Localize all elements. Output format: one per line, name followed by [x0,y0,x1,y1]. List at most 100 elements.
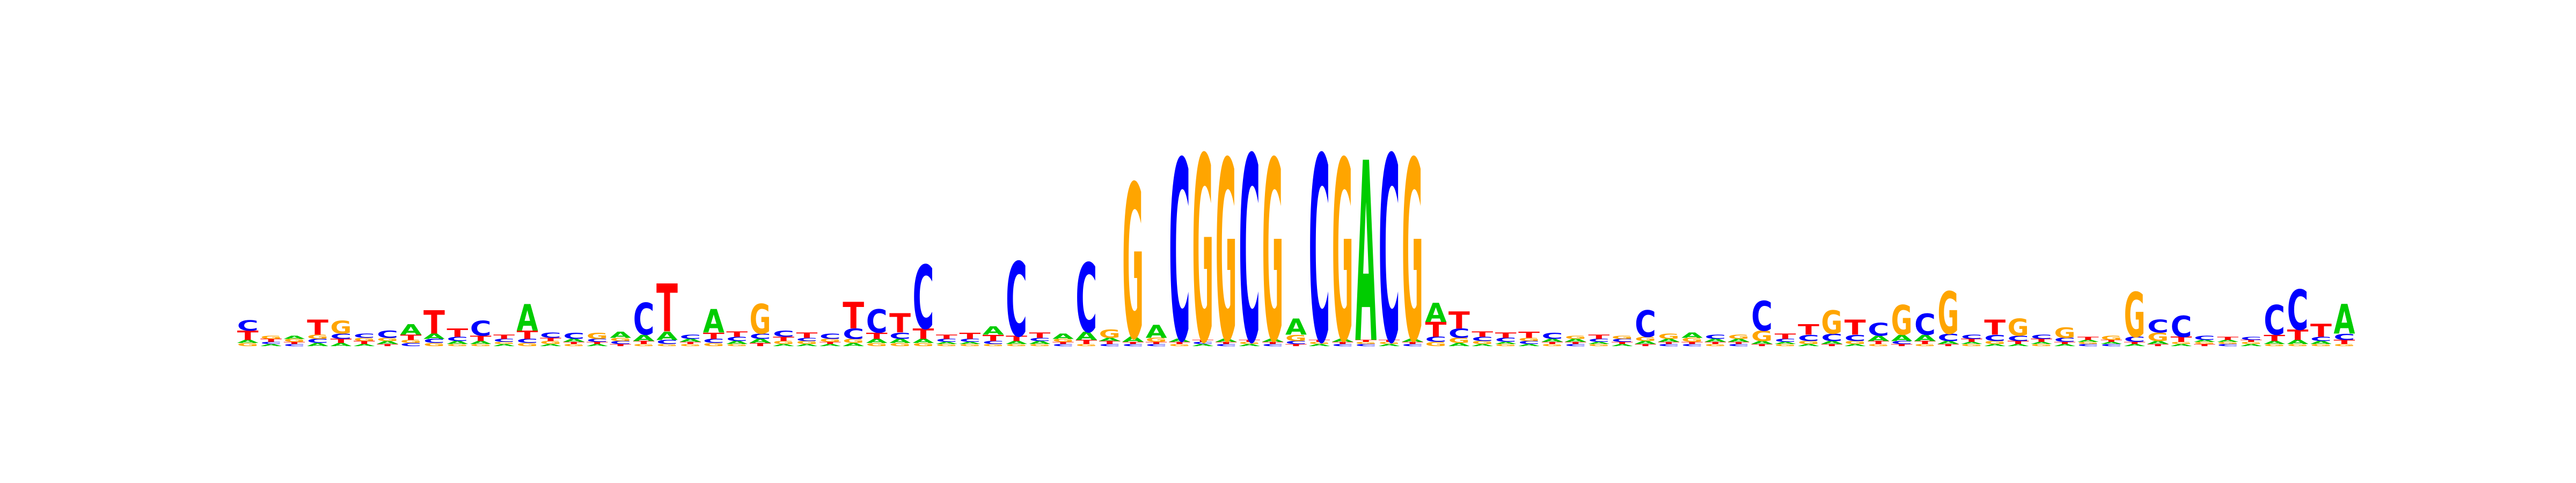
base-C-glyph: C [1052,343,1074,347]
base-T-glyph: T [1704,341,1726,345]
base-G-glyph: G [2287,343,2309,347]
base-G-glyph: G [983,343,1004,347]
base-G-glyph: G [703,342,724,347]
base-C-glyph: C [470,317,492,341]
base-T-glyph: T [843,295,864,337]
base-A-glyph: A [1821,340,1843,345]
base-G-glyph: G [1122,141,1144,387]
base-G-glyph: G [517,342,538,347]
base-C-glyph: C [1122,343,1144,347]
base-C-glyph: C [587,338,608,343]
base-G-glyph: G [2241,341,2262,345]
base-T-glyph: T [1075,339,1097,346]
base-G-glyph: G [1029,343,1051,347]
base-A-glyph: A [587,343,609,347]
base-G-glyph: G [2170,341,2192,345]
base-A-glyph: A [423,332,445,341]
base-C-glyph: C [423,338,445,344]
base-A-glyph: A [2147,340,2169,345]
base-G-glyph: G [1821,304,1842,341]
base-C-glyph: C [1402,343,1423,347]
base-T-glyph: T [1448,307,1470,334]
base-A-glyph: A [2054,343,2076,347]
base-T-glyph: T [2194,343,2216,347]
base-C-glyph: C [1891,340,1913,345]
base-T-glyph: T [2241,339,2263,342]
base-T-glyph: T [1308,339,1330,342]
base-A-glyph: A [1495,341,1517,345]
base-G-glyph: G [1262,110,1284,398]
base-A-glyph: A [1984,343,2006,347]
base-T-glyph: T [1914,340,1936,346]
base-A-glyph: A [2170,343,2192,347]
base-T-glyph: T [517,328,538,342]
base-C-glyph: C [1169,111,1190,398]
base-A-glyph: A [1216,338,1238,343]
base-A-glyph: A [1262,338,1284,343]
base-T-glyph: T [423,304,445,341]
base-T-glyph: T [2101,339,2123,342]
base-A-glyph: A [260,343,282,347]
base-A-glyph: A [493,343,515,347]
base-A-glyph: A [2077,339,2099,342]
base-C-glyph: C [959,338,980,343]
base-G-glyph: G [1914,343,1936,347]
base-A-glyph: A [2124,343,2146,347]
base-A-glyph: A [1728,338,1750,343]
base-A-glyph: A [307,342,329,347]
base-C-glyph: C [1355,343,1377,347]
base-G-glyph: G [1052,338,1074,343]
base-C-glyph: C [1099,343,1121,347]
base-A-glyph: A [1402,338,1424,343]
base-T-glyph: T [2054,341,2076,345]
base-C-glyph: C [1239,104,1260,400]
base-A-glyph: A [1845,343,1867,347]
base-G-glyph: G [563,343,584,347]
base-T-glyph: T [983,333,1005,343]
base-G-glyph: G [1169,343,1190,347]
base-C-glyph: C [1845,333,1866,343]
base-T-glyph: T [2333,339,2355,346]
base-T-glyph: T [726,330,748,339]
base-G-glyph: G [1565,335,1586,340]
base-A-glyph: A [889,338,911,345]
base-A-glyph: A [1635,340,1657,345]
base-A-glyph: A [1122,335,1144,344]
base-A-glyph: A [1891,333,1913,343]
base-T-glyph: T [959,331,981,341]
base-A-glyph: A [633,333,655,343]
base-T-glyph: T [1821,343,1843,347]
base-C-glyph: C [1821,332,1842,343]
base-A-glyph: A [1006,340,1028,345]
base-A-glyph: A [843,342,865,347]
base-A-glyph: A [2194,339,2216,342]
base-A-glyph: A [1332,338,1354,343]
base-C-glyph: C [377,328,398,340]
base-C-glyph: C [1425,335,1446,344]
base-T-glyph: T [1402,341,1424,345]
base-A-glyph: A [330,342,352,347]
base-C-glyph: C [1448,326,1470,341]
base-C-glyph: C [1612,338,1633,343]
